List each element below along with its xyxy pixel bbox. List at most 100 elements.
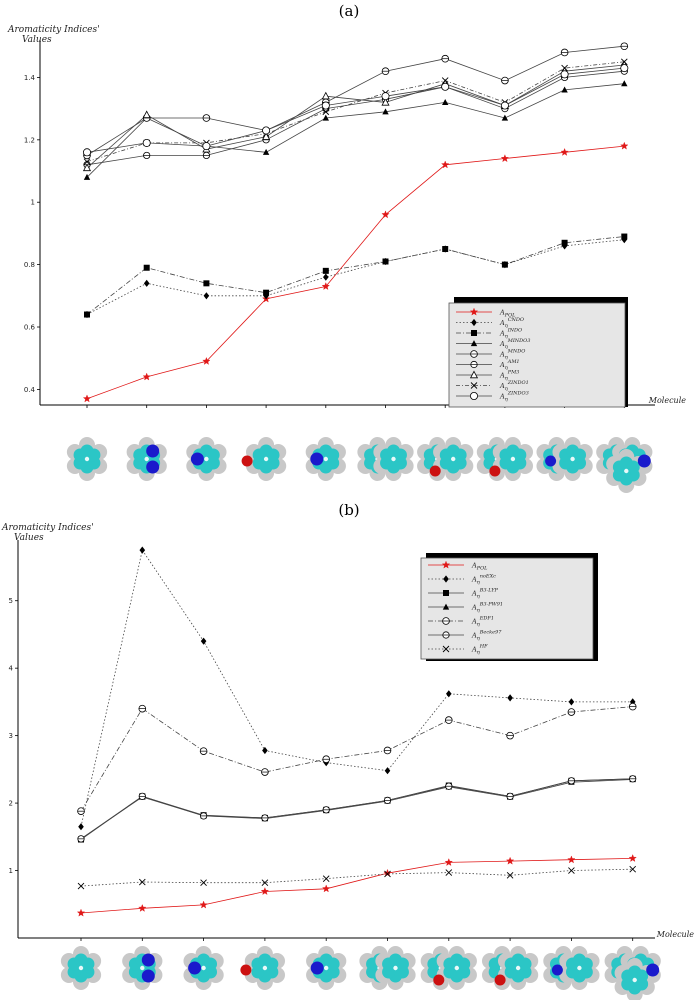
- y-tick-label-b-2: 3: [9, 732, 13, 740]
- data-point-a-8-6: [441, 82, 450, 91]
- legend-label-a-7: AηZINDO1: [499, 380, 529, 392]
- data-point-a-2-8: [561, 239, 568, 246]
- legend-box-a: [448, 302, 626, 408]
- series-line-b-0: [80, 858, 633, 914]
- legend-label-a-8: AηZINDO3: [499, 391, 529, 403]
- series-line-a-4: [86, 45, 625, 156]
- data-point-a-7-8: [561, 64, 568, 72]
- legend-marker-a-3: [470, 340, 478, 347]
- data-point-a-4-5: [381, 67, 390, 75]
- data-point-a-3-5: [382, 108, 389, 115]
- data-point-a-8-8: [560, 70, 569, 79]
- data-point-a-2-4: [322, 267, 329, 274]
- molecule-icon-3-pyridine-like: [183, 946, 224, 990]
- y-tick-label-a-4: 1.2: [24, 136, 35, 144]
- data-point-b-6-1: [138, 878, 146, 886]
- legend-marker-b-2: [443, 590, 449, 596]
- data-point-a-0-0: [82, 394, 92, 403]
- y-tick-label-a-2: 0.8: [24, 261, 35, 269]
- y-tick-label-a-5: 1.4: [24, 74, 36, 82]
- legend-box-b: [420, 557, 594, 660]
- legend-label-a-0: APOL: [499, 309, 516, 319]
- data-point-a-8-7: [500, 101, 509, 110]
- data-point-a-0-5: [381, 210, 390, 219]
- data-point-a-8-1: [142, 138, 151, 147]
- data-point-a-4-6: [441, 54, 450, 63]
- data-point-b-0-0: [76, 908, 86, 917]
- data-point-a-2-2: [203, 280, 210, 287]
- legend-marker-a-1: [471, 318, 477, 327]
- data-point-a-3-0: [83, 173, 91, 180]
- y-ticks-b: 1 2 3 4 5: [9, 597, 634, 941]
- data-point-a-0-9: [620, 141, 629, 150]
- molecule-icon-2-pyrazine-like: [126, 437, 167, 481]
- data-point-a-8-0: [83, 148, 92, 157]
- molecule-icon-7-naphthol-like: [417, 437, 474, 481]
- molecule-icon-6-naphthalene: [359, 946, 416, 990]
- molecule-icon-8-naphthol-like: [476, 437, 534, 481]
- legend-marker-b-3: [442, 603, 450, 610]
- y-ticks-a: 0.4 0.6 0.8 1 1.2 1.4: [24, 74, 625, 408]
- molecule-icon-4-phenol-like: [241, 437, 287, 481]
- legend-marker-a-8: [469, 391, 478, 400]
- legend-marker-b-1: [443, 575, 449, 583]
- series-line-a-2: [86, 236, 625, 315]
- data-point-b-4-3: [261, 768, 269, 776]
- data-point-a-2-3: [263, 289, 270, 296]
- chart-panel-b: (b) Aromaticity Indices' Values Molecule…: [1, 501, 694, 1000]
- data-point-a-0-2: [202, 356, 211, 365]
- data-point-b-0-8: [567, 855, 576, 864]
- data-point-a-7-9: [620, 58, 628, 66]
- data-point-a-8-5: [381, 92, 390, 101]
- legend-label-a-4: AηMNDO: [499, 349, 525, 361]
- x-axis-label-b: Molecule: [656, 930, 694, 939]
- data-point-a-0-8: [560, 147, 569, 156]
- data-point-b-0-2: [199, 900, 208, 909]
- data-point-b-5-0: [77, 835, 85, 843]
- molecule-icon-1-benzene: [60, 946, 102, 990]
- data-point-b-4-8: [567, 708, 576, 716]
- legend-marker-a-4: [470, 350, 478, 358]
- molecule-row-a: [66, 437, 653, 493]
- series-line-a-0: [86, 145, 625, 400]
- data-point-a-0-4: [321, 282, 330, 290]
- data-point-a-6-4: [321, 91, 330, 100]
- molecule-icon-9-quinoline-like: [536, 437, 593, 481]
- legend-label-b-3: AηB3-PW91: [471, 602, 503, 614]
- legend-a: APOLAηCNDOAηINDOAηMINDO3AηMNDOAηAM1AηPM3…: [448, 297, 628, 408]
- data-point-a-6-1: [142, 110, 151, 119]
- y-axis-label-a-line1: Aromaticity Indices': [7, 25, 100, 35]
- data-point-b-1-7: [507, 694, 513, 702]
- legend-marker-b-5: [442, 631, 450, 639]
- data-point-a-1-2: [203, 292, 210, 300]
- molecule-icon-5-pyridine-like: [306, 946, 347, 990]
- molecule-icon-8-naphthol-like: [481, 946, 539, 990]
- legend-label-b-1: AηnoEXc: [471, 574, 496, 586]
- series-line-a-5: [86, 70, 625, 166]
- data-point-a-7-0: [83, 158, 91, 165]
- data-point-b-6-3: [261, 879, 269, 887]
- data-point-a-2-5: [382, 258, 389, 265]
- panel-label-a: (a): [339, 2, 360, 20]
- data-point-a-6-0: [82, 163, 92, 172]
- data-point-b-4-9: [628, 702, 637, 711]
- data-point-a-7-4: [322, 108, 330, 116]
- legend-label-a-1: AηCNDO: [499, 317, 524, 329]
- legend-label-a-6: AηPM3: [499, 370, 519, 382]
- data-point-a-0-6: [441, 160, 450, 169]
- legend-marker-a-5: [470, 360, 478, 369]
- data-point-b-0-9: [628, 854, 637, 862]
- legend-label-a-3: AηMINDO3: [499, 338, 530, 350]
- data-point-a-4-9: [620, 42, 629, 51]
- data-point-a-3-7: [501, 114, 509, 121]
- data-point-b-1-8: [568, 698, 575, 706]
- molecule-icon-3-pyridine-like: [186, 437, 227, 481]
- legend-label-b-5: AηBecke97: [471, 630, 502, 642]
- series-line-a-8: [86, 67, 625, 153]
- data-point-b-6-9: [629, 865, 637, 873]
- data-point-b-1-5: [384, 767, 391, 775]
- data-point-a-6-5: [381, 97, 390, 106]
- y-axis-label-a-line2: Values: [22, 35, 52, 45]
- molecule-icon-5-pyridine-like: [305, 437, 346, 481]
- data-point-a-2-6: [442, 246, 449, 253]
